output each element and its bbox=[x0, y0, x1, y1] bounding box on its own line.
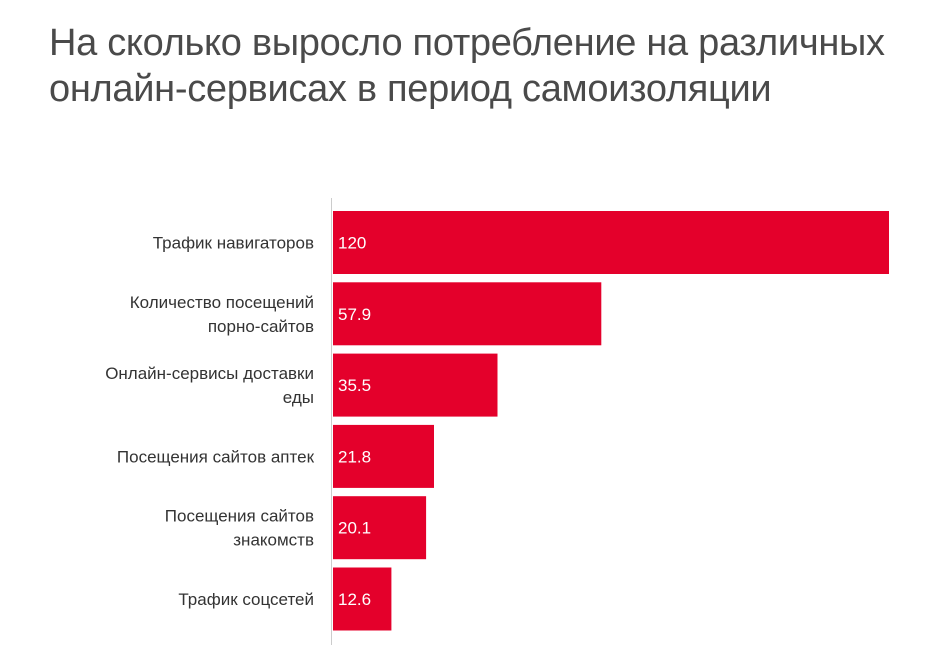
bar-2 bbox=[333, 282, 602, 346]
bar-value-label: 35.5 bbox=[338, 376, 371, 395]
category-labels-group: Трафик навигаторов Количество посещений по… bbox=[105, 234, 314, 610]
bar-value-label: 20.1 bbox=[338, 519, 371, 538]
bar-5 bbox=[333, 496, 427, 560]
bar-6 bbox=[333, 567, 392, 631]
category-label: Посещения сайтов bbox=[165, 507, 314, 526]
bar-value-label: 57.9 bbox=[338, 305, 371, 324]
bar-value-label: 120 bbox=[338, 234, 366, 253]
bar-value-label: 12.6 bbox=[338, 590, 371, 609]
category-label: Трафик соцсетей bbox=[178, 590, 314, 609]
bar-3 bbox=[333, 353, 498, 417]
category-label: Трафик навигаторов bbox=[153, 234, 314, 253]
category-label: Посещения сайтов аптек bbox=[117, 447, 315, 466]
category-label: порно-сайтов bbox=[208, 317, 314, 336]
bars-group: 120 57.9 35.5 21.8 20.1 12.6 bbox=[333, 211, 889, 631]
bar-1 bbox=[333, 211, 889, 274]
bar-4 bbox=[333, 424, 434, 488]
bar-value-label: 21.8 bbox=[338, 447, 371, 466]
category-label: еды bbox=[283, 388, 314, 407]
chart-title: На сколько выросло потребление на различ… bbox=[49, 22, 885, 110]
category-label: Онлайн-сервисы доставки bbox=[105, 364, 314, 383]
category-label: Количество посещений bbox=[130, 293, 314, 312]
category-label: знакомств bbox=[233, 531, 314, 550]
